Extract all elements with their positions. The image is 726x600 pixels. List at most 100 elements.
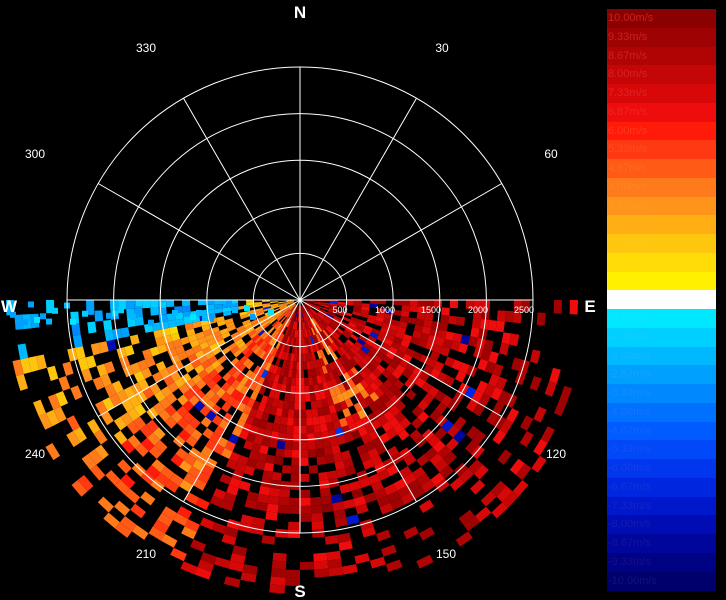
velocity-bin xyxy=(353,305,362,310)
velocity-bin xyxy=(46,365,59,381)
velocity-bin xyxy=(342,564,358,575)
velocity-bin xyxy=(161,533,178,548)
velocity-bin xyxy=(389,394,401,406)
velocity-bin xyxy=(190,359,201,369)
velocity-bin xyxy=(141,367,153,379)
velocity-bin xyxy=(382,355,393,365)
velocity-bin xyxy=(317,323,324,331)
velocity-bin xyxy=(239,355,248,364)
velocity-bin xyxy=(178,460,193,473)
velocity-bin xyxy=(488,351,499,364)
velocity-bin xyxy=(250,343,259,352)
velocity-bin xyxy=(327,310,336,316)
velocity-bin xyxy=(472,403,486,417)
velocity-bin xyxy=(242,319,251,326)
velocity-bin xyxy=(154,390,166,403)
velocity-bin xyxy=(255,309,264,315)
velocity-bin xyxy=(187,353,198,363)
velocity-bin xyxy=(394,411,406,423)
velocity-bin xyxy=(279,325,285,333)
velocity-bin xyxy=(153,329,163,339)
velocity-bin xyxy=(257,367,265,377)
velocity-bin xyxy=(425,300,434,307)
velocity-bin xyxy=(464,386,477,399)
velocity-bin xyxy=(318,366,325,376)
velocity-bin xyxy=(150,478,165,493)
velocity-bin xyxy=(279,333,285,342)
velocity-bin xyxy=(290,320,295,329)
velocity-bin xyxy=(385,351,396,360)
velocity-bin xyxy=(303,329,306,338)
velocity-bin xyxy=(337,302,346,305)
legend-swatch xyxy=(607,571,716,591)
velocity-bin xyxy=(285,310,292,318)
velocity-bin xyxy=(496,486,513,503)
velocity-bin xyxy=(300,345,303,354)
velocity-bin xyxy=(442,338,453,349)
velocity-bin xyxy=(369,300,378,305)
velocity-bin xyxy=(176,405,189,418)
velocity-bin xyxy=(326,550,341,561)
velocity-bin xyxy=(383,317,392,325)
velocity-bin xyxy=(316,324,323,332)
velocity-bin xyxy=(312,359,319,369)
velocity-bin xyxy=(387,490,401,503)
velocity-bin xyxy=(205,410,217,422)
velocity-bin xyxy=(263,307,272,312)
velocity-bin xyxy=(292,433,300,442)
velocity-bin xyxy=(363,492,377,504)
velocity-bin xyxy=(304,329,308,338)
velocity-bin xyxy=(167,381,179,393)
velocity-bin xyxy=(258,340,266,349)
velocity-bin xyxy=(393,379,405,390)
velocity-bin xyxy=(318,322,326,330)
velocity-bin xyxy=(276,440,286,450)
velocity-bin xyxy=(136,300,142,307)
velocity-bin xyxy=(114,479,130,495)
velocity-bin xyxy=(430,472,445,487)
velocity-bin xyxy=(223,311,232,317)
velocity-bin xyxy=(343,457,354,469)
velocity-bin xyxy=(128,395,141,408)
velocity-bin xyxy=(236,341,246,350)
velocity-bin xyxy=(160,386,173,398)
velocity-bin xyxy=(205,399,216,411)
velocity-bin xyxy=(197,559,215,572)
velocity-bin xyxy=(238,522,253,533)
velocity-bin xyxy=(323,338,330,347)
velocity-bin xyxy=(152,427,166,440)
velocity-bin xyxy=(206,338,217,347)
velocity-bin xyxy=(170,411,183,423)
velocity-bin xyxy=(235,373,245,383)
velocity-bin xyxy=(309,344,314,353)
velocity-bin xyxy=(306,320,311,329)
velocity-bin xyxy=(241,395,251,406)
velocity-bin xyxy=(297,305,300,314)
velocity-bin xyxy=(306,361,311,370)
velocity-bin xyxy=(249,331,258,339)
velocity-bin xyxy=(94,310,104,322)
velocity-bin xyxy=(193,400,205,412)
velocity-bin xyxy=(348,322,357,329)
velocity-bin xyxy=(533,439,548,456)
velocity-bin xyxy=(339,346,347,355)
velocity-bin xyxy=(308,310,314,318)
legend-label: -2.67m/s xyxy=(608,368,651,381)
velocity-bin xyxy=(336,468,348,478)
velocity-bin xyxy=(126,300,135,310)
legend-label: -2.00m/s xyxy=(608,349,651,362)
velocity-bin xyxy=(250,525,264,536)
bearing-spoke-150 xyxy=(299,299,417,503)
legend-label: 3.33m/s xyxy=(608,199,648,212)
velocity-bin xyxy=(280,351,286,360)
velocity-bin xyxy=(279,424,287,434)
velocity-bin xyxy=(384,313,393,320)
velocity-bin xyxy=(362,328,372,336)
velocity-bin xyxy=(240,514,254,525)
bearing-spoke-330 xyxy=(183,97,301,301)
velocity-bin xyxy=(273,321,280,329)
velocity-bin xyxy=(127,407,140,422)
velocity-bin xyxy=(267,315,275,321)
velocity-bin xyxy=(284,392,291,402)
range-label-2000: 2000 xyxy=(468,305,488,315)
